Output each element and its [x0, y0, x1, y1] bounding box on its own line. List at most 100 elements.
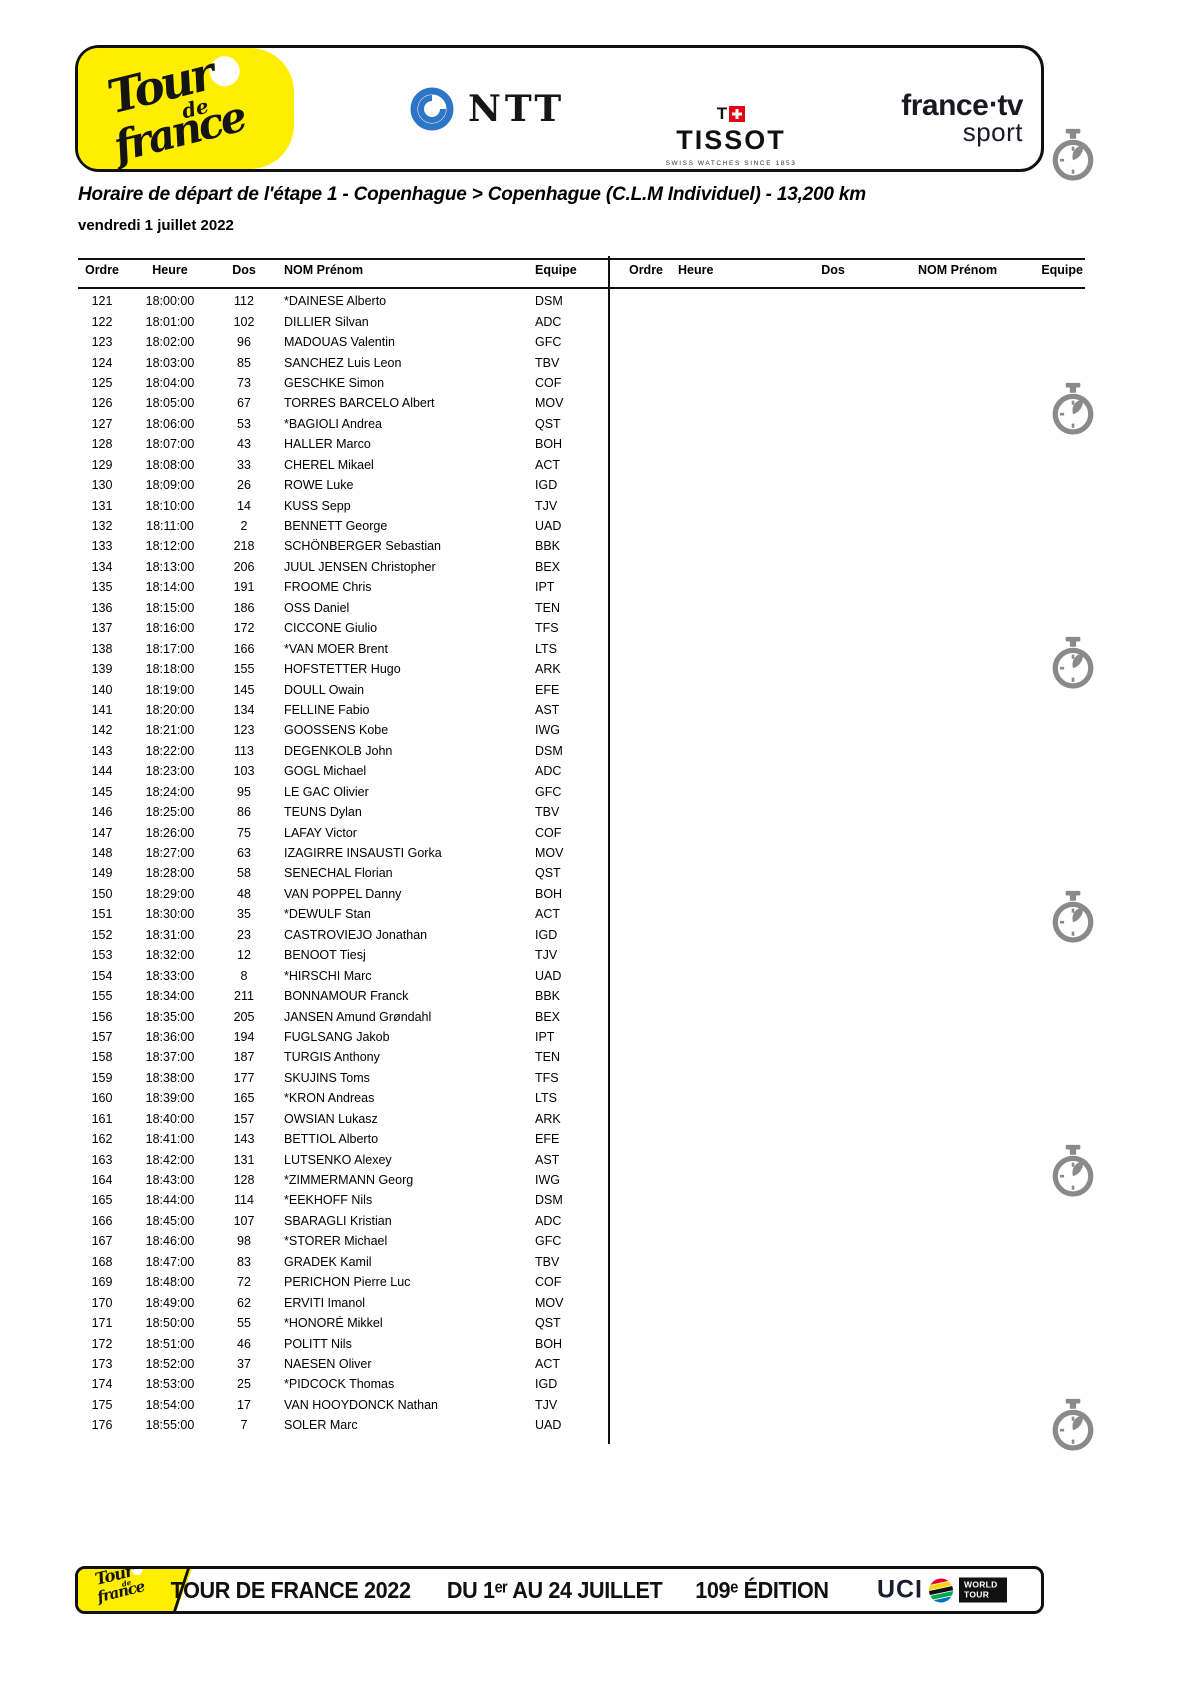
cell-equipe: COF	[535, 825, 562, 840]
cell-dos: 25	[237, 1377, 251, 1392]
cell-ordre: 129	[91, 457, 113, 472]
table-row: 161 18:40:00 157 OWSIAN Lukasz ARK	[78, 1109, 585, 1129]
cell-heure: 18:25:00	[145, 805, 195, 820]
cell-dos: 67	[237, 396, 251, 411]
table-row: 145 18:24:00 95 LE GAC Olivier GFC	[78, 782, 585, 802]
cell-heure: 18:08:00	[145, 457, 195, 472]
cell-heure: 18:45:00	[145, 1213, 195, 1228]
cell-nom: DILLIER Silvan	[284, 314, 369, 329]
cell-ordre: 126	[91, 396, 113, 411]
cell-nom: TEUNS Dylan	[284, 805, 362, 820]
cell-dos: 206	[233, 559, 255, 574]
cell-nom: DEGENKOLB John	[284, 743, 393, 758]
cell-heure: 18:51:00	[145, 1336, 195, 1351]
table-row: 142 18:21:00 123 GOOSSENS Kobe IWG	[78, 720, 585, 740]
cell-ordre: 144	[91, 764, 113, 779]
cell-equipe: TBV	[535, 1254, 560, 1269]
table-row: 139 18:18:00 155 HOFSTETTER Hugo ARK	[78, 659, 585, 679]
cell-heure: 18:54:00	[145, 1397, 195, 1412]
cell-heure: 18:22:00	[145, 743, 195, 758]
cell-nom: *STORER Michael	[284, 1234, 388, 1249]
cell-heure: 18:36:00	[145, 1029, 195, 1044]
table-row: 129 18:08:00 33 CHEREL Mikael ACT	[78, 455, 585, 475]
table-row: 127 18:06:00 53 *BAGIOLI Andrea QST	[78, 414, 585, 434]
cell-dos: 211	[234, 989, 254, 1004]
cell-dos: 131	[233, 1152, 255, 1167]
table-row: 146 18:25:00 86 TEUNS Dylan TBV	[78, 802, 585, 822]
footer-segment-1: TOUR DE FRANCE 2022	[170, 1576, 411, 1603]
table-row: 156 18:35:00 205 JANSEN Amund Grøndahl BEX	[78, 1006, 585, 1026]
cell-heure: 18:09:00	[145, 478, 195, 493]
cell-dos: 107	[233, 1213, 255, 1228]
cell-ordre: 172	[91, 1336, 113, 1351]
cell-equipe: TJV	[535, 498, 558, 513]
cell-heure: 18:44:00	[145, 1193, 195, 1208]
table-row: 172 18:51:00 46 POLITT Nils BOH	[78, 1333, 585, 1353]
cell-ordre: 146	[91, 805, 113, 820]
cell-equipe: GFC	[535, 784, 562, 799]
cell-dos: 17	[237, 1397, 251, 1412]
cell-dos: 113	[234, 743, 254, 758]
table-row: 135 18:14:00 191 FROOME Chris IPT	[78, 577, 585, 597]
cell-ordre: 151	[91, 907, 113, 922]
cell-nom: VAN POPPEL Danny	[284, 886, 402, 901]
stopwatch-icon	[1050, 1144, 1096, 1200]
cell-equipe: ACT	[535, 1356, 560, 1371]
cell-nom: SBARAGLI Kristian	[284, 1213, 392, 1228]
cell-dos: 145	[233, 682, 255, 697]
footer-edition-text: TOUR DE FRANCE 2022 DU 1ᵉʳ AU 24 JUILLET…	[170, 1569, 829, 1611]
cell-nom: LUTSENKO Alexey	[284, 1152, 392, 1167]
cell-heure: 18:43:00	[145, 1173, 195, 1188]
uci-world-tour-logo: UCI WORLD TOUR	[877, 1576, 1007, 1605]
table-row: 167 18:46:00 98 *STORER Michael GFC	[78, 1231, 585, 1251]
cell-nom: GOOSSENS Kobe	[284, 723, 389, 738]
table-row: 152 18:31:00 23 CASTROVIEJO Jonathan IGD	[78, 925, 585, 945]
cell-ordre: 145	[91, 784, 113, 799]
cell-heure: 18:07:00	[145, 437, 195, 452]
cell-equipe: EFE	[535, 1132, 560, 1147]
cell-nom: FROOME Chris	[284, 580, 372, 595]
cell-dos: 62	[237, 1295, 251, 1310]
table-row: 138 18:17:00 166 *VAN MOER Brent LTS	[78, 638, 585, 658]
cell-heure: 18:39:00	[145, 1091, 195, 1106]
cell-heure: 18:37:00	[145, 1050, 195, 1065]
cell-heure: 18:42:00	[145, 1152, 195, 1167]
cell-nom: TURGIS Anthony	[284, 1050, 380, 1065]
cell-dos: 7	[240, 1418, 248, 1433]
cell-heure: 18:10:00	[145, 498, 195, 513]
cell-nom: SKUJINS Toms	[284, 1070, 370, 1085]
cell-ordre: 161	[91, 1111, 113, 1126]
cell-dos: 53	[237, 416, 251, 431]
cell-nom: JANSEN Amund Grøndahl	[284, 1009, 432, 1024]
cell-nom: GESCHKE Simon	[284, 375, 385, 390]
cell-heure: 18:41:00	[145, 1132, 195, 1147]
cell-equipe: IGD	[535, 478, 558, 493]
col-header-dos: Dos	[821, 263, 845, 277]
cell-dos: 98	[237, 1234, 251, 1249]
cell-dos: 72	[237, 1275, 251, 1290]
cell-nom: FELLINE Fabio	[284, 702, 370, 717]
cell-ordre: 136	[91, 600, 113, 615]
ntt-wordmark: NTT	[468, 88, 566, 130]
cell-equipe: TJV	[535, 948, 558, 963]
cell-ordre: 163	[91, 1152, 113, 1167]
cell-equipe: BBK	[535, 539, 561, 554]
world-tour-label: WORLD TOUR	[959, 1577, 1007, 1603]
table-row: 158 18:37:00 187 TURGIS Anthony TEN	[78, 1047, 585, 1067]
cell-heure: 18:19:00	[145, 682, 195, 697]
cell-dos: 48	[237, 886, 251, 901]
cell-equipe: DSM	[535, 1193, 563, 1208]
cell-equipe: IGD	[535, 927, 558, 942]
cell-ordre: 137	[91, 621, 113, 636]
cell-ordre: 165	[91, 1193, 113, 1208]
cell-ordre: 175	[91, 1397, 113, 1412]
table-row: 126 18:05:00 67 TORRES BARCELO Albert MOV	[78, 393, 585, 413]
ntt-circle-icon	[410, 87, 454, 131]
cell-dos: 63	[237, 846, 251, 861]
yellow-separator-icon	[677, 1584, 684, 1596]
cell-ordre: 123	[91, 335, 113, 350]
cell-dos: 85	[237, 355, 251, 370]
cell-nom: ERVITI Imanol	[284, 1295, 366, 1310]
cell-heure: 18:55:00	[145, 1418, 195, 1433]
cell-equipe: ACT	[535, 457, 560, 472]
